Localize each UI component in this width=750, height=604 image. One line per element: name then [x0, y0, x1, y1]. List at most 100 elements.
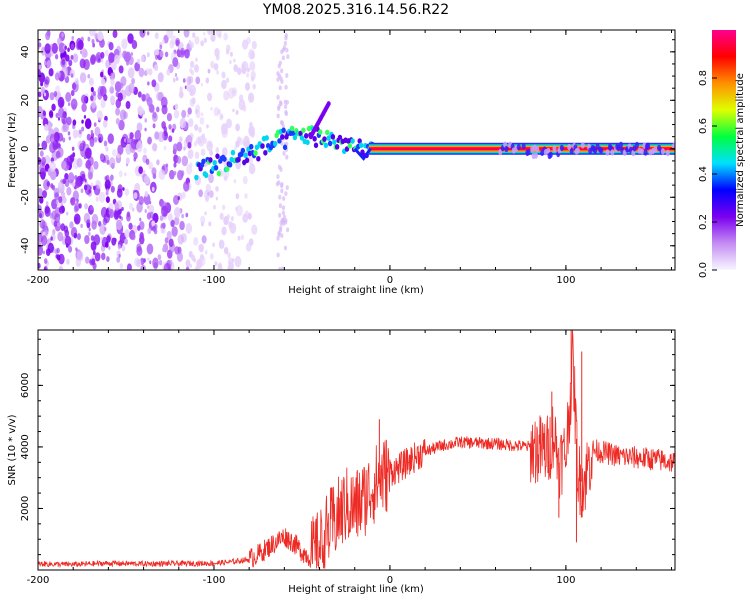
spectrogram-noise-blob [203, 31, 206, 36]
spectrogram-noise-blob [206, 140, 213, 152]
spectrogram-noise-blob [204, 250, 208, 255]
spectrogram-noise-blob [110, 78, 115, 86]
spectrogram-noise-blob [95, 196, 99, 202]
spectrogram-noise-blob [127, 33, 134, 44]
spectrogram-noise-blob [184, 48, 190, 59]
spectrogram-noise-blob [198, 189, 203, 198]
spectrogram-noise-blob [235, 140, 240, 148]
spectrogram-noise-blob [45, 31, 51, 41]
spectrogram-noise-blob [152, 257, 159, 269]
spectrogram-noise-blob [235, 109, 239, 115]
spectrogram-noise-blob [111, 61, 117, 71]
spectrogram-noise-blob [54, 213, 61, 224]
spectrogram-noise-blob [182, 78, 186, 83]
spectrogram-noise-blob [278, 194, 282, 200]
spectrogram-noise-blob [55, 54, 59, 60]
spectrogram-noise-blob [110, 87, 115, 94]
spectrogram-noise-blob [106, 188, 109, 193]
spectrogram-noise-blob [100, 99, 106, 109]
spectrogram-signal-blob [249, 143, 254, 150]
spectrogram-noise-blob [60, 160, 67, 170]
spectrogram-noise-blob [187, 141, 192, 149]
spectrogram-noise-blob [156, 159, 160, 166]
spectrogram-noise-blob [207, 68, 211, 74]
spectrogram-noise-blob [72, 129, 79, 139]
spectrogram-noise-blob [84, 203, 89, 210]
spectrogram-noise-blob [214, 261, 218, 267]
spectrogram-signal-blob [213, 164, 219, 171]
spectrogram-noise-blob [186, 76, 192, 85]
spectrogram-signal-blob [567, 143, 572, 151]
spectrogram-noise-blob [56, 247, 60, 254]
spectrogram-noise-blob [124, 238, 128, 245]
spectrogram-noise-blob [213, 204, 216, 210]
spectrogram-noise-blob [154, 64, 159, 71]
spectrogram-noise-blob [166, 230, 172, 240]
spectrogram-noise-blob [51, 103, 56, 112]
spectrogram-noise-blob [276, 174, 280, 180]
spectrogram-noise-blob [93, 234, 101, 246]
spectrogram-noise-blob [70, 73, 74, 78]
spectrogram-signal-blob [253, 150, 258, 156]
spectrogram-noise-blob [194, 124, 199, 131]
spectrogram-noise-blob [168, 238, 174, 248]
spectrogram-signal-blob [215, 153, 220, 159]
spectrogram-noise-blob [172, 57, 179, 68]
spectrogram-noise-blob [284, 104, 288, 110]
y-tick-label: 40 [20, 45, 31, 58]
spectrogram-noise-blob [212, 242, 216, 248]
colorbar-gradient [712, 30, 736, 270]
spectrogram-noise-blob [230, 215, 234, 222]
spectrogram-noise-blob [169, 40, 175, 49]
spectrogram-noise-blob [137, 105, 144, 116]
spectrogram-noise-blob [114, 54, 120, 64]
spectrogram-noise-blob [215, 196, 219, 201]
spectrogram-noise-blob [114, 238, 117, 243]
spectrogram-noise-blob [226, 214, 230, 220]
spectrogram-noise-blob [38, 212, 42, 219]
spectrogram-noise-blob [276, 77, 280, 82]
spectrogram-noise-blob [38, 91, 42, 98]
spectrogram-noise-blob [49, 142, 56, 154]
spectrogram-noise-blob [152, 173, 157, 180]
spectrogram-noise-blob [193, 64, 200, 73]
spectrogram-noise-blob [233, 179, 237, 184]
spectrogram-noise-blob [88, 227, 91, 232]
spectrogram-noise-blob [100, 58, 104, 63]
spectrogram-signal-blob [299, 135, 305, 141]
spectrogram-noise-blob [138, 166, 143, 174]
spectrogram-signal-blob [264, 135, 269, 141]
spectrogram-noise-blob [248, 48, 255, 60]
spectrogram-noise-blob [40, 171, 46, 180]
spectrogram-noise-blob [233, 64, 239, 72]
spectrogram-noise-blob [61, 59, 66, 66]
spectrogram-noise-blob [125, 85, 132, 97]
spectrogram-noise-blob [58, 42, 66, 54]
spectrogram-signal-blob [240, 147, 246, 154]
spectrogram-noise-blob [110, 72, 114, 78]
spectrogram-noise-blob [50, 122, 53, 127]
spectrogram-noise-blob [180, 170, 185, 176]
spectrogram-signal-blob [643, 149, 648, 156]
spectrogram-noise-blob [115, 98, 122, 109]
spectrogram-noise-blob [244, 82, 251, 91]
spectrogram-noise-blob [137, 225, 141, 231]
spectrogram-noise-blob [174, 206, 181, 218]
spectrogram-noise-blob [145, 68, 150, 75]
spectrogram-noise-blob [222, 204, 226, 211]
spectrogram-noise-blob [58, 196, 63, 204]
spectrogram-signal-blob [277, 138, 282, 144]
spectrogram-noise-blob [100, 71, 104, 78]
spectrogram-signal-blob [358, 142, 364, 149]
spectrogram-noise-blob [152, 142, 158, 152]
spectrogram-noise-blob [96, 180, 102, 189]
spectrogram-noise-blob [247, 92, 255, 103]
spectrogram-noise-blob [119, 109, 127, 121]
spectrogram-noise-blob [64, 235, 72, 247]
spectrogram-signal-blob [236, 156, 241, 163]
spectrogram-noise-blob [99, 153, 105, 161]
spectrogram-noise-blob [216, 70, 220, 75]
spectrogram-noise-blob [64, 45, 67, 50]
spectrogram-noise-blob [281, 47, 286, 53]
spectrogram-noise-blob [276, 235, 280, 241]
